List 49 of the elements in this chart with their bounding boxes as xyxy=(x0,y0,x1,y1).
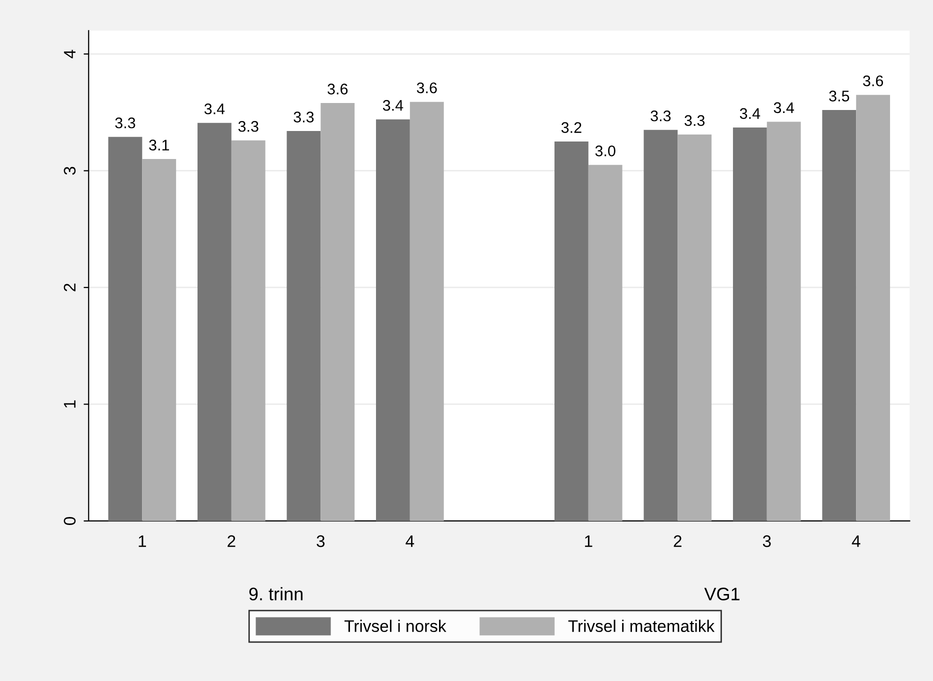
bar xyxy=(732,128,767,521)
x-tick-label: 4 xyxy=(406,535,414,547)
data-label: 3.3 xyxy=(650,110,671,122)
bar xyxy=(644,130,678,521)
data-label: 3.4 xyxy=(204,103,225,114)
y-tick-label: 3 xyxy=(64,166,76,175)
data-label: 3.0 xyxy=(595,146,616,156)
data-label: 3.6 xyxy=(328,84,348,94)
x-tick-label: 4 xyxy=(852,535,860,547)
y-tick-label: 4 xyxy=(64,50,76,58)
data-label: 3.2 xyxy=(561,122,582,133)
y-tick-label: 0 xyxy=(64,516,76,525)
bar xyxy=(856,94,890,521)
bar xyxy=(766,122,801,521)
bar xyxy=(678,134,712,521)
x-tick-label: 1 xyxy=(138,535,146,547)
y-tick-label: 1 xyxy=(64,400,76,408)
data-label: 3.3 xyxy=(115,117,136,128)
bar xyxy=(376,119,410,521)
data-label: 3.4 xyxy=(382,100,404,111)
bar xyxy=(142,159,176,521)
data-label: 3.3 xyxy=(238,120,258,132)
bar xyxy=(198,122,232,521)
bar xyxy=(320,103,355,521)
text: 9. trinn xyxy=(249,587,302,600)
x-tick-label: 3 xyxy=(316,535,325,548)
bar xyxy=(822,110,856,521)
x-tick-label: 2 xyxy=(674,535,682,547)
text: VG1 xyxy=(704,588,740,600)
legend-label: Trivsel i matematikk xyxy=(568,620,715,632)
bar xyxy=(286,131,321,521)
data-label: 3.6 xyxy=(863,75,884,86)
x-tick-label: 1 xyxy=(585,535,592,547)
y-tick-label: 2 xyxy=(64,284,76,292)
data-label: 3.3 xyxy=(294,112,314,122)
bar xyxy=(410,102,444,521)
data-label: 3.1 xyxy=(149,140,170,150)
x-tick-label: 3 xyxy=(762,535,771,548)
data-label: 3.3 xyxy=(684,115,705,126)
bar xyxy=(231,140,266,521)
legend-label: Trivsel i norsk xyxy=(344,620,446,632)
bar xyxy=(554,142,588,521)
data-label: 3.4 xyxy=(740,108,760,119)
bar xyxy=(108,136,142,521)
data-label: 3.5 xyxy=(829,90,850,102)
bar xyxy=(588,164,622,521)
x-tick-label: 2 xyxy=(228,535,236,547)
data-label: 3.6 xyxy=(416,82,437,94)
data-label: 3.4 xyxy=(774,102,794,114)
